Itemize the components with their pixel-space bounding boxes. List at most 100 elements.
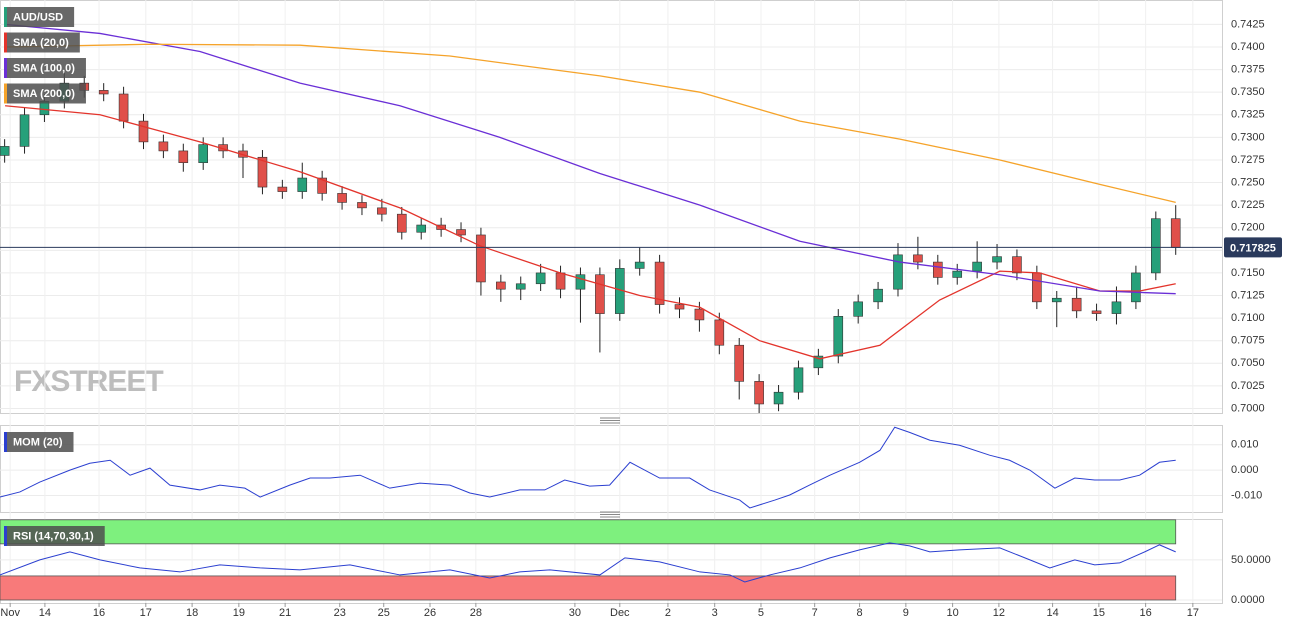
- legend-box: [4, 526, 105, 546]
- candle-body: [158, 141, 169, 152]
- candle-body: [555, 272, 566, 290]
- x-tick-label: 5: [758, 607, 764, 619]
- x-tick-label: 14: [1046, 607, 1058, 619]
- candle-body: [496, 281, 506, 290]
- candle-body: [972, 261, 982, 272]
- y-tick-label: 0.7400: [1231, 41, 1265, 53]
- y-tick-label: 0.7075: [1231, 335, 1265, 347]
- candle-body: [98, 90, 109, 95]
- candle-body: [853, 301, 863, 317]
- x-tick-label: 17: [1187, 607, 1199, 619]
- x-tick-label: 26: [424, 607, 436, 619]
- sma-line: [5, 23, 1176, 295]
- marks-layer: [0, 23, 1181, 583]
- candle-body: [535, 272, 546, 285]
- candle-body: [873, 288, 883, 303]
- candle-body: [198, 144, 209, 163]
- candle-body: [357, 202, 367, 209]
- x-tick-label: 9: [903, 607, 909, 619]
- candle-body: [793, 367, 804, 393]
- candle-body: [634, 261, 645, 269]
- candle-body: [674, 304, 685, 310]
- legend-box: [4, 83, 86, 104]
- y-tick-label: 0.7350: [1231, 86, 1265, 98]
- candle-body: [992, 256, 1002, 263]
- x-tick-label: 10: [946, 607, 958, 619]
- x-tick-label: Nov: [0, 607, 20, 619]
- candle-body: [317, 177, 327, 194]
- candle-body: [654, 261, 665, 305]
- x-tick-label: 23: [334, 607, 346, 619]
- y-tick-label: 0.7225: [1231, 199, 1265, 211]
- x-tick-label: 16: [93, 607, 105, 619]
- legend-swatch: [4, 32, 7, 53]
- legend-swatch: [4, 7, 7, 27]
- candle-body: [893, 254, 903, 290]
- candle-body: [476, 234, 486, 283]
- x-tick-label: 2: [665, 607, 671, 619]
- candle-body: [456, 229, 466, 236]
- y-tick-label: 0.7000: [1231, 402, 1265, 414]
- candle-body: [1091, 310, 1102, 314]
- legend-box: [4, 32, 80, 53]
- candle-body: [1071, 297, 1082, 312]
- x-tick-label: 15: [1093, 607, 1105, 619]
- x-tick-label: 16: [1140, 607, 1152, 619]
- y-tick-label: -0.010: [1231, 489, 1262, 501]
- candle-body: [1051, 297, 1062, 303]
- candle-body: [913, 254, 923, 263]
- x-tick-label: 18: [186, 607, 198, 619]
- candle-body: [257, 156, 268, 188]
- x-tick-label: 30: [569, 607, 581, 619]
- legend-swatch: [4, 526, 7, 546]
- y-tick-label: 0.7200: [1231, 222, 1265, 234]
- candle-body: [515, 283, 526, 290]
- x-tick-label: 17: [140, 607, 152, 619]
- x-tick-label: Dec: [610, 607, 630, 619]
- x-tick-label: 7: [812, 607, 818, 619]
- candle-body: [19, 114, 30, 147]
- candle-body: [952, 270, 963, 278]
- x-tick-label: 19: [233, 607, 245, 619]
- y-tick-label: 0.7375: [1231, 63, 1265, 75]
- legend-swatch: [4, 432, 7, 452]
- candle-body: [1131, 272, 1141, 303]
- legend-label: SMA (100,0): [13, 62, 75, 74]
- legend-box: [4, 7, 75, 27]
- watermark: FXSTREET: [14, 365, 163, 398]
- legend-label: SMA (200,0): [13, 88, 75, 100]
- candle-body: [1151, 218, 1161, 274]
- y-tick-label: 0.000: [1231, 464, 1259, 476]
- candle-body: [337, 193, 347, 203]
- sma-line: [5, 105, 1176, 360]
- x-tick-label: 25: [378, 607, 390, 619]
- panel-frame: [0, 0, 1223, 414]
- candle-body: [118, 93, 129, 122]
- legend-label: MOM (20): [13, 436, 63, 448]
- candle-body: [277, 186, 288, 192]
- candle-body: [1111, 301, 1122, 314]
- legend-box: [4, 58, 86, 78]
- candle-body: [0, 146, 10, 156]
- candle-body: [297, 177, 308, 192]
- candle-body: [773, 391, 784, 405]
- y-tick-label: 0.7275: [1231, 154, 1265, 166]
- candle-body: [396, 213, 407, 233]
- indicator-line: [0, 542, 1176, 583]
- front-layer: 0.717825 AUD/USD SMA (20,0) SMA (100,0) SMA …: [0, 7, 1282, 546]
- legend-label: SMA (20,0): [13, 37, 69, 49]
- y-tick-label: 0.010: [1231, 439, 1259, 451]
- legend-label: RSI (14,70,30,1): [13, 530, 94, 542]
- y-tick-label: 0.7050: [1231, 357, 1265, 369]
- rsi-band: [0, 575, 1177, 601]
- candle-body: [1012, 256, 1022, 274]
- legend-label: AUD/USD: [13, 11, 63, 23]
- panel-handle: [600, 417, 620, 518]
- x-tick-label: 14: [39, 607, 51, 619]
- x-tick-label: 28: [470, 607, 482, 619]
- candle-body: [1170, 218, 1181, 248]
- y-tick-label: 0.7025: [1231, 380, 1265, 392]
- y-tick-label: 0.7150: [1231, 267, 1265, 279]
- last-price-box: [1224, 237, 1282, 258]
- y-tick-label: 0.7325: [1231, 109, 1265, 121]
